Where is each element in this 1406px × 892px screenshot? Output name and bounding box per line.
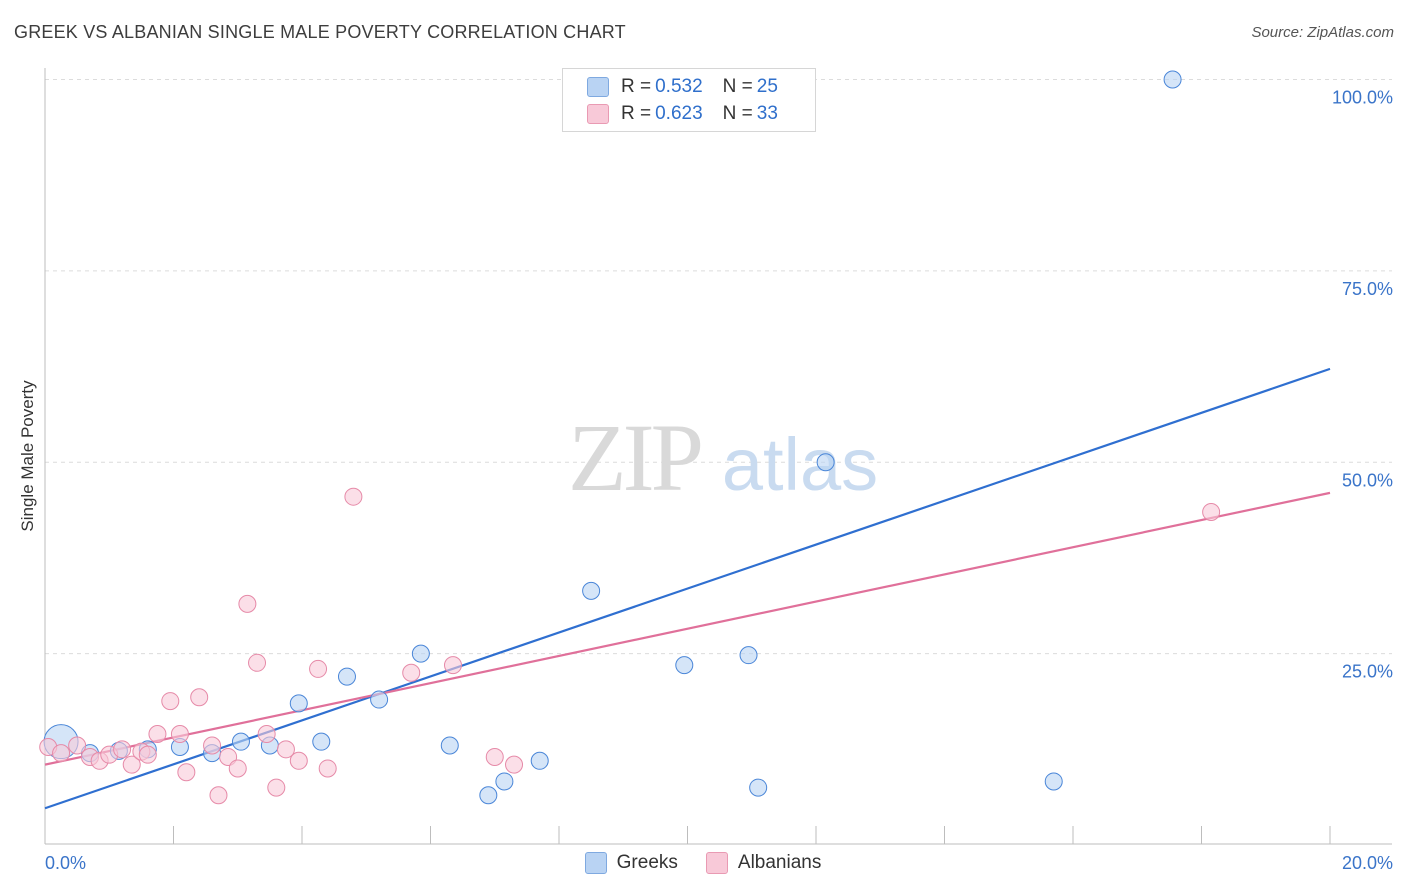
source-label: Source: ZipAtlas.com xyxy=(1251,24,1394,41)
y-tick-label: 50.0% xyxy=(1342,470,1393,490)
x-tick-label-max: 20.0% xyxy=(1342,853,1393,873)
legend-item-albanians: Albanians xyxy=(705,852,822,874)
albanians-point xyxy=(219,747,238,766)
y-tick-label: 75.0% xyxy=(1342,279,1393,299)
n-value: 25 xyxy=(756,76,778,97)
greeks-point xyxy=(582,581,601,600)
albanians-point xyxy=(209,786,228,805)
greeks-point xyxy=(495,772,514,791)
albanians-point xyxy=(203,736,222,755)
greeks-point xyxy=(675,656,694,675)
legend-item-greeks: Greeks xyxy=(584,852,678,874)
greeks-point xyxy=(440,736,459,755)
albanians-point xyxy=(318,759,337,778)
r-value: 0.532 xyxy=(655,76,703,97)
albanians-point xyxy=(228,759,247,778)
stats-legend: R = 0.532 N = 25 R = 0.623 N = 33 xyxy=(562,68,816,132)
data-points xyxy=(39,70,1221,805)
albanians-point xyxy=(344,487,363,506)
legend-row-greeks: R = 0.532 N = 25 xyxy=(587,74,778,100)
albanians-point xyxy=(68,736,87,755)
greeks-point xyxy=(530,751,549,770)
albanians-legend-label: Albanians xyxy=(737,852,822,873)
greeks-point xyxy=(289,694,308,713)
greeks-point xyxy=(312,732,331,751)
r-label: R = xyxy=(621,103,652,124)
y-tick-label: 100.0% xyxy=(1332,88,1393,108)
albanians-point xyxy=(443,656,462,675)
albanians-point xyxy=(267,778,286,797)
greeks-legend-label: Greeks xyxy=(616,852,678,873)
albanians-point xyxy=(1202,503,1221,522)
chart-title: GREEK VS ALBANIAN SINGLE MALE POVERTY CO… xyxy=(14,22,626,42)
r-label: R = xyxy=(621,76,652,97)
albanians-point xyxy=(113,740,132,759)
greeks-point xyxy=(479,786,498,805)
axes xyxy=(44,68,1392,845)
greeks-point xyxy=(1163,70,1182,89)
greeks-swatch xyxy=(587,77,609,97)
albanians-swatch xyxy=(587,104,609,124)
n-label: N = xyxy=(722,103,753,124)
n-value: 33 xyxy=(756,103,778,124)
tick-labels: 25.0% 50.0% 75.0% 100.0% 0.0% 20.0% xyxy=(45,88,1393,874)
albanians-point xyxy=(257,725,276,744)
greeks-point xyxy=(1044,772,1063,791)
greeks-point xyxy=(749,778,768,797)
albanians-trend-line xyxy=(44,491,1331,766)
albanians-point xyxy=(238,594,257,613)
watermark-zip: ZIP xyxy=(568,404,701,511)
r-value: 0.623 xyxy=(655,103,703,124)
albanians-point xyxy=(276,740,295,759)
greeks-point xyxy=(337,667,356,686)
n-label: N = xyxy=(722,76,753,97)
albanians-point xyxy=(52,744,71,763)
albanians-legend-swatch xyxy=(705,852,728,874)
albanians-point xyxy=(122,755,141,774)
greeks-point xyxy=(816,453,835,472)
albanians-point xyxy=(289,751,308,770)
albanians-point xyxy=(485,747,504,766)
albanians-point xyxy=(505,755,524,774)
greeks-point xyxy=(370,690,389,709)
greeks-point xyxy=(231,732,250,751)
y-tick-label: 25.0% xyxy=(1342,662,1393,682)
greeks-point xyxy=(411,644,430,663)
albanians-point xyxy=(177,763,196,782)
legend-row-albanians: R = 0.623 N = 33 xyxy=(587,101,778,127)
greeks-legend-swatch xyxy=(584,852,607,874)
greeks-point xyxy=(739,646,758,665)
watermark-atlas: atlas xyxy=(722,423,878,506)
albanians-point xyxy=(161,692,180,711)
albanians-point xyxy=(138,745,157,764)
albanians-point xyxy=(148,725,167,744)
series-legend: Greeks Albanians xyxy=(0,852,1406,874)
gridlines xyxy=(45,79,1392,655)
x-tick-label-min: 0.0% xyxy=(45,853,86,873)
albanians-point xyxy=(190,688,209,707)
albanians-point xyxy=(248,653,267,672)
albanians-point xyxy=(402,663,421,682)
albanians-point xyxy=(309,659,328,678)
albanians-point xyxy=(170,725,189,744)
